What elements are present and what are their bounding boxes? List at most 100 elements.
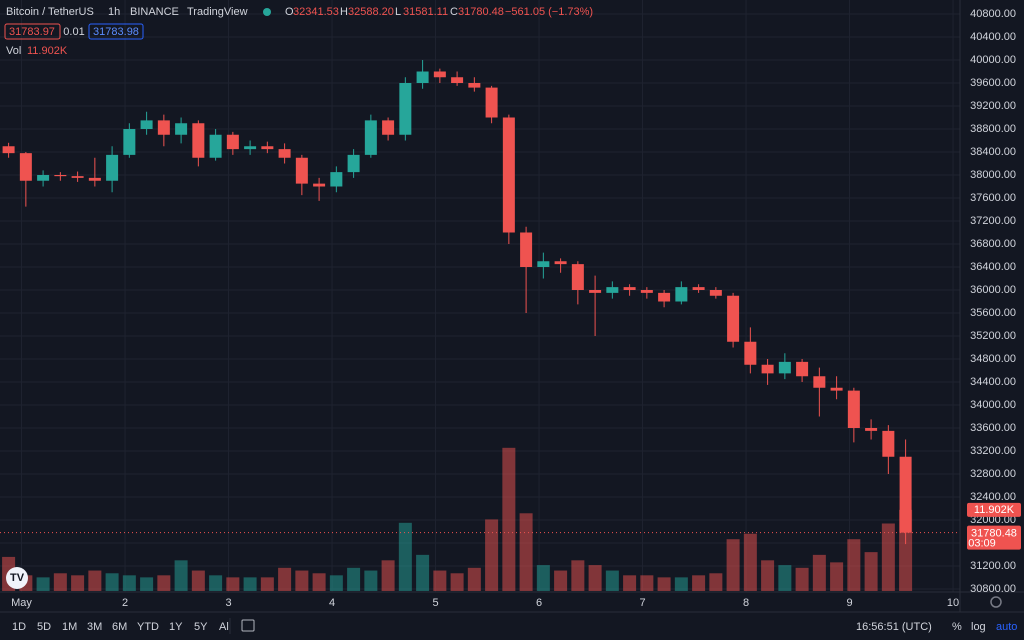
volume-bar [726, 539, 740, 591]
volume-bar [588, 565, 602, 591]
clock[interactable]: 16:56:51 (UTC) [856, 621, 932, 633]
volume-bar [519, 513, 533, 591]
range-button[interactable]: 1D [12, 621, 26, 633]
candle-body [2, 146, 15, 154]
volume-bar [761, 560, 775, 591]
y-tick-label: 40000.00 [970, 54, 1016, 66]
y-tick-label: 33600.00 [970, 422, 1016, 434]
volume-bar [778, 565, 792, 591]
volume-bar [692, 575, 706, 591]
candle-body [761, 364, 774, 374]
volume-bar [347, 567, 361, 591]
candle-body [744, 341, 757, 365]
candle-layer [2, 60, 912, 545]
candle-body [640, 290, 653, 293]
y-tick-label: 37200.00 [970, 215, 1016, 227]
candle-body [485, 87, 498, 118]
candle-body [537, 261, 550, 267]
volume-bar [381, 560, 395, 591]
volume-bar [467, 567, 481, 591]
candle-body [37, 175, 50, 181]
y-tick-label: 38400.00 [970, 146, 1016, 158]
volume-bar [209, 575, 223, 591]
volume-bar [140, 577, 154, 591]
range-button[interactable]: 1M [62, 621, 77, 633]
candle-body [278, 149, 291, 158]
volume-bar [605, 570, 619, 591]
volume-bar [278, 567, 292, 591]
volume-bar [226, 577, 240, 591]
y-tick-label: 35600.00 [970, 307, 1016, 319]
settings-icon[interactable] [990, 596, 1002, 608]
volume-bar [657, 577, 671, 591]
x-tick-label: 9 [846, 597, 852, 609]
spread: 0.01 [63, 26, 84, 38]
candle-body [675, 287, 688, 302]
volume-bar [88, 570, 102, 591]
y-tick-label: 37600.00 [970, 192, 1016, 204]
x-tick-label: 10 [947, 597, 959, 609]
tv-logo [6, 567, 28, 589]
y-tick-label: 30800.00 [970, 583, 1016, 595]
ohlc-letter: C [450, 6, 458, 18]
y-tick-label: 38000.00 [970, 169, 1016, 181]
range-button[interactable]: 1Y [169, 621, 183, 633]
x-tick-label: 8 [743, 597, 749, 609]
range-button[interactable]: 5D [37, 621, 51, 633]
candle-body [606, 287, 619, 293]
bid: 31783.97 [9, 26, 55, 38]
scale-option[interactable]: log [971, 621, 986, 633]
countdown: 03:09 [968, 538, 996, 550]
volume-bar [640, 575, 654, 591]
volume-bar [295, 570, 309, 591]
range-button[interactable]: YTD [137, 621, 159, 633]
scale-option[interactable]: % [952, 621, 962, 633]
volume-bar [364, 570, 378, 591]
ohlc-value: 32341.53 [293, 6, 339, 18]
volume-bar [847, 539, 861, 591]
range-button[interactable]: All [219, 621, 231, 633]
candle-body [54, 175, 67, 177]
volume-bar [881, 523, 895, 591]
ask-box [88, 23, 144, 40]
volume-bar [433, 570, 447, 591]
scale-option[interactable]: auto [996, 621, 1017, 633]
y-tick-label: 32000.00 [970, 514, 1016, 526]
candle-body [175, 123, 188, 135]
y-tick-label: 36800.00 [970, 238, 1016, 250]
candle-body [882, 430, 895, 457]
x-tick-label: May [11, 597, 32, 609]
candle-body [399, 83, 412, 135]
volume-bar [485, 519, 499, 591]
range-button[interactable]: 5Y [194, 621, 208, 633]
candle-body [209, 134, 222, 158]
candle-body [520, 232, 533, 267]
date-range-icon[interactable] [241, 619, 255, 632]
volume-bar [674, 577, 688, 591]
bid-box [4, 23, 61, 40]
candle-body [313, 183, 326, 187]
range-button[interactable]: 6M [112, 621, 127, 633]
status-dot [263, 8, 271, 16]
last-price-box [967, 525, 1021, 550]
x-tick-label: 7 [639, 597, 645, 609]
volume-bar [312, 573, 326, 591]
candle-body [554, 261, 567, 265]
y-tick-label: 35200.00 [970, 330, 1016, 342]
y-tick-label: 40400.00 [970, 31, 1016, 43]
source: TradingView [187, 6, 248, 18]
y-tick-label: 31200.00 [970, 560, 1016, 572]
candle-body [330, 172, 343, 187]
volume-title: Vol [6, 45, 21, 57]
candle-body [692, 287, 705, 290]
y-tick-label: 36000.00 [970, 284, 1016, 296]
last-price-label: 31780.48 [971, 528, 1017, 540]
candle-body [796, 361, 809, 377]
y-tick-label: 39600.00 [970, 77, 1016, 89]
volume-bar [502, 447, 516, 591]
volume-bar [812, 554, 826, 591]
candle-body [19, 153, 32, 181]
range-button[interactable]: 3M [87, 621, 102, 633]
y-tick-label: 34000.00 [970, 399, 1016, 411]
